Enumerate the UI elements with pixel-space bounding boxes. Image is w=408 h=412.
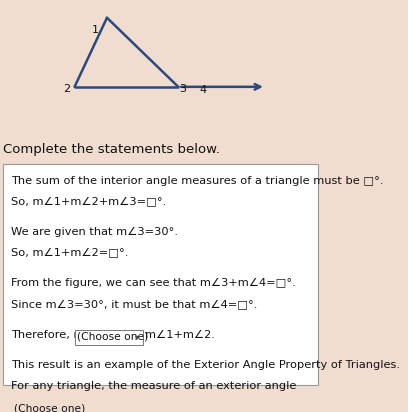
Text: (Choose one): (Choose one) bbox=[14, 404, 85, 412]
Text: This result is an example of the Exterior Angle Property of Triangles.: This result is an example of the Exterio… bbox=[11, 360, 400, 370]
Text: 2: 2 bbox=[63, 84, 70, 94]
Text: (Choose one): (Choose one) bbox=[77, 332, 149, 342]
Text: So, m∠1+m∠2+m∠3=□°.: So, m∠1+m∠2+m∠3=□°. bbox=[11, 196, 166, 206]
Text: Therefore, m∠4: Therefore, m∠4 bbox=[11, 330, 102, 339]
Text: The sum of the interior angle measures of a triangle must be □°.: The sum of the interior angle measures o… bbox=[11, 176, 384, 186]
Text: Complete the statements below.: Complete the statements below. bbox=[3, 143, 220, 156]
FancyBboxPatch shape bbox=[11, 402, 80, 412]
FancyBboxPatch shape bbox=[3, 164, 318, 385]
Text: 4: 4 bbox=[200, 85, 206, 95]
Text: So, m∠1+m∠2=□°.: So, m∠1+m∠2=□°. bbox=[11, 248, 129, 258]
Text: m∠1+m∠2.: m∠1+m∠2. bbox=[145, 330, 215, 339]
Text: We are given that m∠3=30°.: We are given that m∠3=30°. bbox=[11, 227, 178, 237]
Text: For any triangle, the measure of an exterior angle: For any triangle, the measure of an exte… bbox=[11, 381, 297, 391]
FancyBboxPatch shape bbox=[75, 330, 143, 345]
Text: 1: 1 bbox=[92, 25, 99, 35]
Text: 3: 3 bbox=[180, 84, 186, 94]
Text: Since m∠3=30°, it must be that m∠4=□°.: Since m∠3=30°, it must be that m∠4=□°. bbox=[11, 299, 258, 309]
Text: ▾: ▾ bbox=[135, 332, 140, 341]
Text: From the figure, we can see that m∠3+m∠4=□°.: From the figure, we can see that m∠3+m∠4… bbox=[11, 278, 296, 288]
